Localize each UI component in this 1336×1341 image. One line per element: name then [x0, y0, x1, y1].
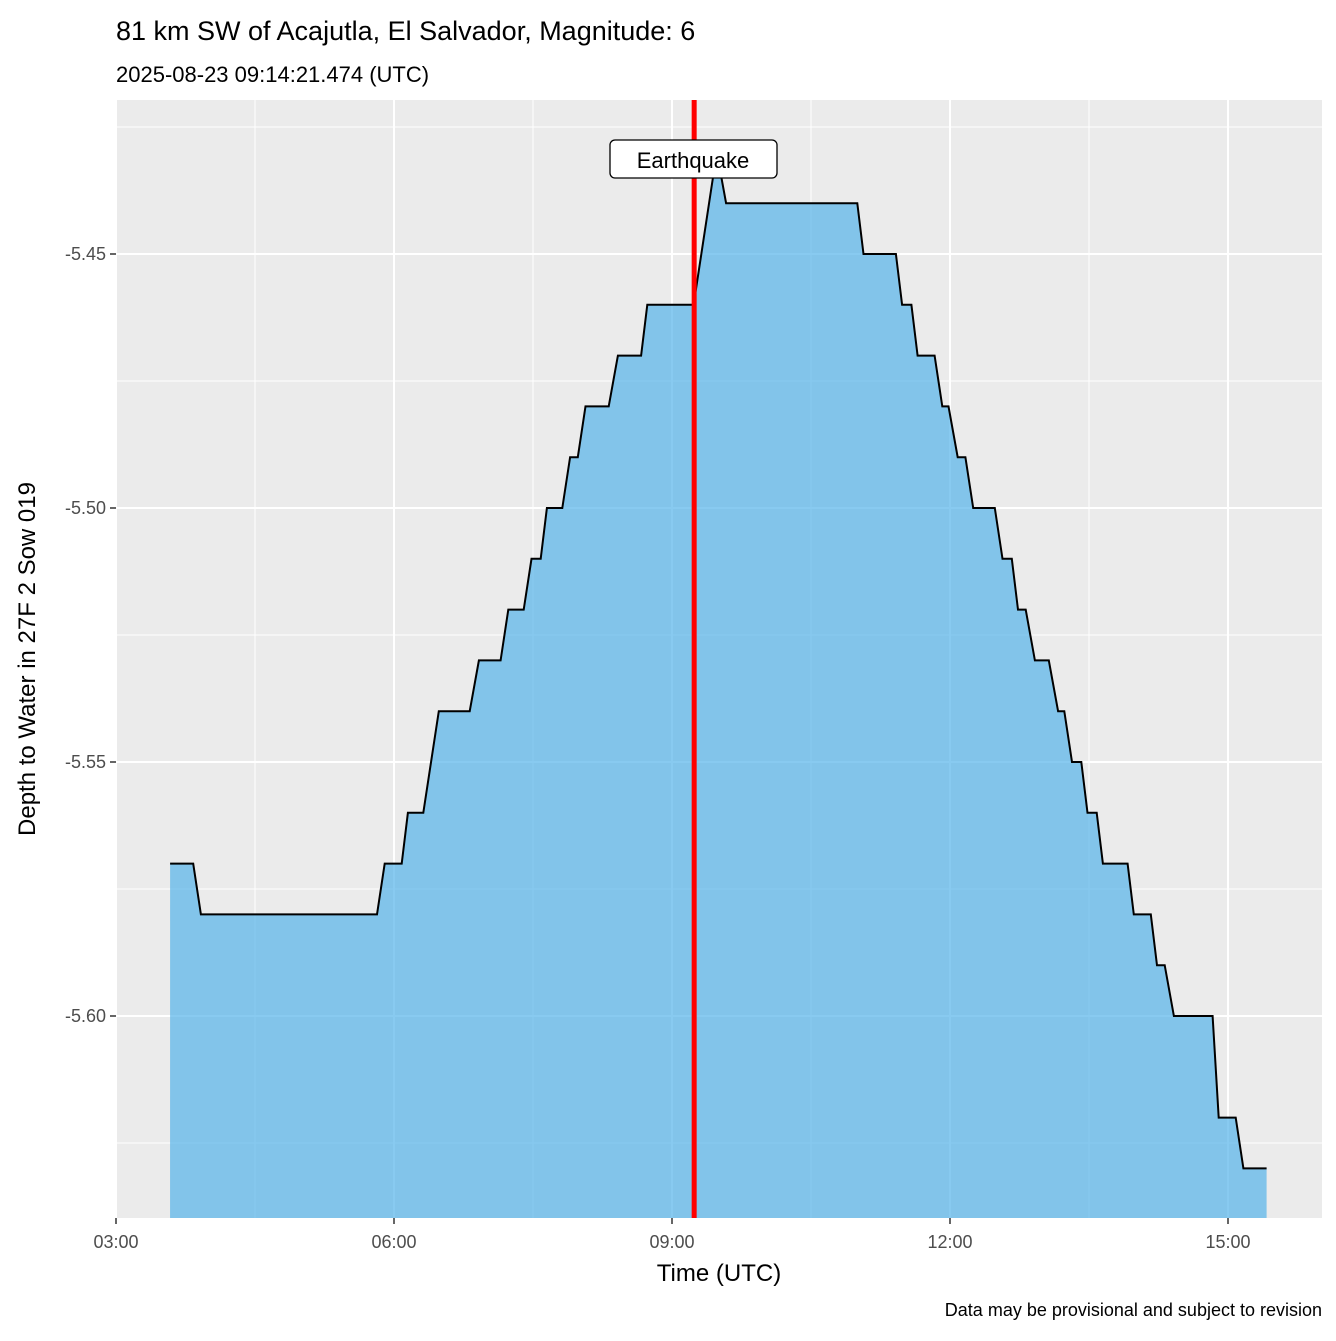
y-axis: -5.45 -5.50 -5.55 -5.60: [65, 244, 116, 1026]
x-tick-label: 03:00: [93, 1232, 138, 1252]
y-axis-label: Depth to Water in 27F 2 Sow 019: [14, 482, 41, 836]
x-axis-label: Time (UTC): [657, 1260, 781, 1287]
y-tick-label: -5.45: [65, 244, 106, 264]
x-tick-label: 12:00: [927, 1232, 972, 1252]
earthquake-label-box: [609, 139, 778, 179]
chart-title: 81 km SW of Acajutla, El Salvador, Magni…: [116, 16, 695, 46]
x-axis: 03:00 06:00 09:00 12:00 15:00: [93, 1218, 1251, 1252]
x-tick-label: 09:00: [649, 1232, 694, 1252]
data-line: [170, 152, 1267, 1170]
x-tick-label: 06:00: [371, 1232, 416, 1252]
y-tick-label: -5.60: [65, 1006, 106, 1026]
earthquake-label-text: Earthquake: [637, 148, 750, 173]
y-tick-label: -5.55: [65, 752, 106, 772]
y-tick-label: -5.50: [65, 498, 106, 518]
x-tick-label: 15:00: [1205, 1232, 1250, 1252]
earthquake-label: Earthquake: [609, 139, 778, 179]
chart-subtitle: 2025-08-23 09:14:21.474 (UTC): [116, 62, 429, 87]
caption: Data may be provisional and subject to r…: [945, 1300, 1322, 1320]
data-area: [170, 152, 1267, 1218]
